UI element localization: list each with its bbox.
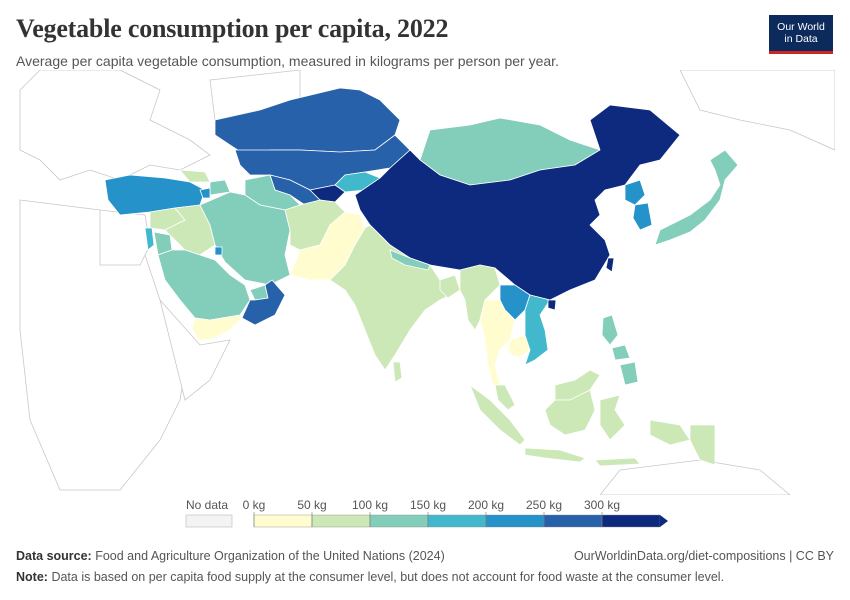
logo-line-2: in Data [784,33,818,45]
legend-no-data-swatch [185,514,233,528]
country-japan[interactable] [654,149,739,246]
legend-tick-label: 50 kg [297,498,326,512]
data-source: Data source: Food and Agriculture Organi… [16,549,445,563]
legend-bin[interactable] [485,514,545,528]
country-azerbaijan[interactable] [209,179,231,196]
data-source-label: Data source: [16,549,92,563]
note-text: Data is based on per capita food supply … [51,570,725,584]
country-thailand[interactable] [479,299,516,386]
legend-tick-label: 150 kg [410,498,446,512]
source-url[interactable]: OurWorldinData.org/diet-compositions | C… [573,549,834,563]
country-oman[interactable] [241,279,286,326]
east-africa-outline [159,299,231,401]
country-cambodia[interactable] [507,334,531,359]
country-taiwan[interactable] [605,257,615,273]
chart-title: Vegetable consumption per capita, 2022 [16,14,449,43]
country-north-korea[interactable] [624,179,646,206]
country-papua-new-guinea[interactable] [689,424,716,466]
country-saudi-arabia[interactable] [157,249,251,321]
legend-tick-label: 250 kg [526,498,562,512]
map-legend: No data 0 kg 50 kg 100 kg 150 kg 200 kg 250 k… [185,498,668,528]
legend-tick-label: 300 kg [584,498,620,512]
russia-east-outline [679,70,835,151]
country-indonesia-papua[interactable] [649,419,691,446]
legend-bin[interactable] [543,514,603,528]
country-indonesia-java[interactable] [524,447,586,463]
legend-bin[interactable] [369,514,429,528]
country-armenia[interactable] [199,187,211,199]
country-kuwait[interactable] [214,246,223,256]
country-bangladesh[interactable] [439,274,461,299]
country-indonesia-islands[interactable] [594,457,641,467]
country-philippines-mindanao[interactable] [619,361,639,386]
country-indonesia-sulawesi[interactable] [599,394,626,441]
legend-tick-label: 100 kg [352,498,388,512]
legend-bin[interactable] [427,514,487,528]
logo-line-1: Our World [777,21,825,33]
country-malaysia-borneo[interactable] [554,369,601,401]
country-indonesia-borneo[interactable] [544,389,596,436]
chart-subtitle: Average per capita vegetable consumption… [16,53,559,69]
data-source-text: Food and Agriculture Organization of the… [95,549,445,563]
country-india[interactable] [329,224,461,371]
country-hainan[interactable] [547,299,557,311]
country-south-korea[interactable] [632,202,653,231]
legend-bin[interactable] [311,514,371,528]
country-philippines-luzon[interactable] [601,314,619,346]
chart-note: Note: Data is based on per capita food s… [16,570,724,584]
country-malaysia-peninsula[interactable] [494,384,516,411]
country-vietnam[interactable] [524,294,551,366]
legend-arrow [660,515,668,527]
country-yemen[interactable] [191,314,243,341]
egypt-outline [99,209,151,266]
country-philippines-visayas[interactable] [611,344,631,361]
country-indonesia-sumatra[interactable] [469,383,526,446]
country-nepal[interactable] [389,249,431,271]
note-label: Note: [16,570,48,584]
country-tajikistan[interactable] [309,184,346,203]
country-sri-lanka[interactable] [392,361,403,383]
legend-bin[interactable] [253,514,313,528]
europe-outline [19,70,211,181]
country-lebanon-israel[interactable] [144,227,155,251]
choropleth-map [19,70,835,495]
australia-outline [599,459,791,495]
legend-tick-label: 200 kg [468,498,504,512]
legend-no-data-label: No data [186,498,228,512]
legend-bin[interactable] [601,514,661,528]
legend-tick-label: 0 kg [243,498,266,512]
country-georgia[interactable] [179,169,211,183]
owid-logo[interactable]: Our World in Data [769,15,833,54]
